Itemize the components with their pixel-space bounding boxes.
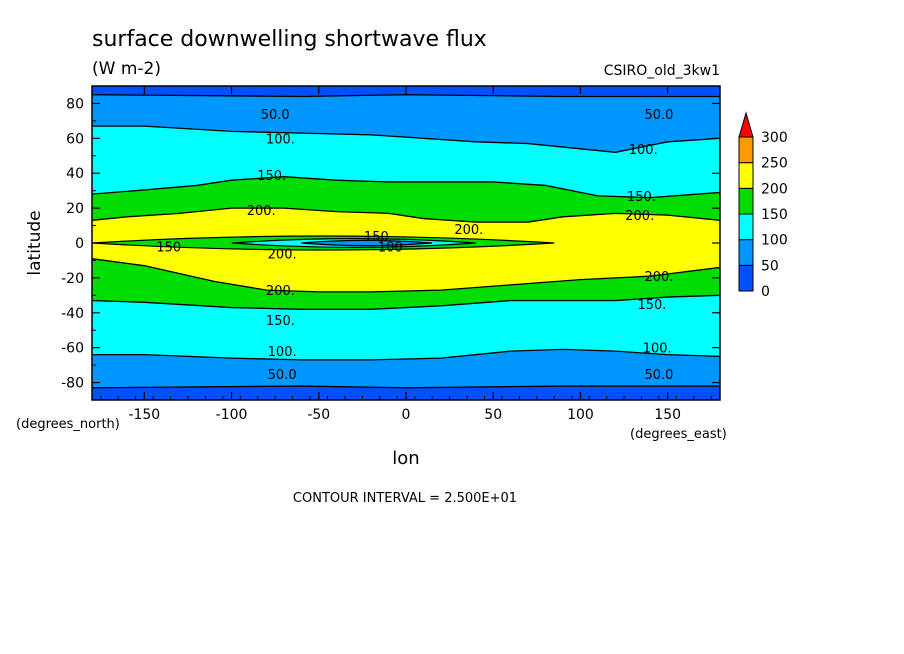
colorbar-swatch: [738, 213, 754, 241]
contour-line-150-south: [92, 294, 720, 310]
chart-title: surface downwelling shortwave flux: [92, 27, 487, 52]
contour-line-200-north: [92, 207, 720, 223]
contour-line-100-south: [92, 348, 720, 361]
colorbar-swatch: [738, 136, 754, 164]
y-axis: -80 -60 -40 -20 0 20 40 60 80: [61, 85, 720, 401]
plot-area: [92, 86, 720, 400]
colorbar-label: 0: [761, 284, 770, 300]
contour-interval-note: CONTOUR INTERVAL = 2.500E+01: [293, 491, 517, 506]
colorbar-swatch: [738, 239, 754, 266]
contour-label: 100.: [266, 132, 295, 147]
colorbar-label: 100: [761, 233, 788, 249]
x-units-label: (degrees_east): [630, 427, 727, 442]
contour-label: 100: [378, 240, 403, 255]
x-tick-label: -100: [216, 407, 248, 423]
contour-label: 200.: [644, 270, 673, 285]
chart-units: (W m-2): [92, 59, 161, 79]
contour-line-200-south: [92, 258, 720, 293]
contour-label: 50.0: [644, 108, 673, 123]
y-tick-label: -40: [61, 306, 84, 322]
x-tick-label: 150: [654, 407, 681, 423]
contour-line-50-north: [92, 94, 720, 98]
contour-label: 200.: [268, 247, 297, 262]
y-tick-label: 0: [75, 236, 84, 252]
colorbar: 0 50 100 150 200 250 300: [738, 111, 788, 300]
colorbar-label: 50: [761, 258, 779, 274]
contour-label: 150.: [266, 314, 295, 329]
contour-label: 150.: [627, 190, 656, 205]
x-tick-label: -150: [128, 407, 160, 423]
colorbar-label: 200: [761, 181, 788, 197]
y-tick-label: 80: [66, 96, 84, 112]
contour-label: 150.: [257, 169, 286, 184]
contour-label: 200.: [454, 223, 483, 238]
contour-label: 50.0: [261, 108, 290, 123]
equatorial-minimum: [92, 235, 555, 251]
contour-label: 50.0: [268, 368, 297, 383]
y-units-label: (degrees_north): [16, 417, 120, 432]
colorbar-swatch: [738, 162, 754, 189]
y-tick-label: 60: [66, 131, 84, 147]
colorbar-extend-arrow: [738, 111, 754, 138]
y-axis-label: latitude: [25, 210, 45, 275]
x-tick-label: 0: [402, 407, 411, 423]
contour-label: 100.: [629, 143, 658, 158]
dataset-label: CSIRO_old_3kw1: [604, 63, 720, 79]
x-axis: -150 -100 -50 0 50 100 150: [100, 86, 712, 423]
colorbar-label: 250: [761, 156, 788, 172]
contour-label: 200.: [266, 284, 295, 299]
contour-label: 150.: [637, 298, 666, 313]
contour-label: 200.: [625, 209, 654, 224]
x-axis-label: lon: [392, 448, 419, 469]
x-tick-label: -50: [307, 407, 330, 423]
contour-lines: [92, 94, 720, 389]
y-tick-label: 40: [66, 166, 84, 182]
contour-label: 100.: [268, 345, 297, 360]
y-tick-label: -60: [61, 341, 84, 357]
y-tick-label: -80: [61, 376, 84, 392]
contour-label: 50.0: [644, 368, 673, 383]
colorbar-swatch: [738, 264, 754, 292]
equatorial-band-50: [301, 239, 433, 247]
x-tick-label: 50: [484, 407, 502, 423]
contour-line-150-north: [92, 176, 720, 199]
y-tick-label: -20: [61, 271, 84, 287]
band-200: [92, 208, 720, 292]
contour-line-100-north: [92, 125, 720, 153]
contour-label: 150: [364, 230, 389, 245]
x-tick-label: 100: [567, 407, 594, 423]
contour-label: 150: [156, 240, 181, 255]
colorbar-label: 150: [761, 207, 788, 223]
colorbar-label: 300: [761, 130, 788, 146]
colorbar-swatch: [738, 187, 754, 215]
contour-line-50-south: [92, 385, 720, 389]
contour-label: 200.: [247, 204, 276, 219]
y-tick-label: 20: [66, 201, 84, 217]
contour-label: 100.: [643, 342, 672, 357]
